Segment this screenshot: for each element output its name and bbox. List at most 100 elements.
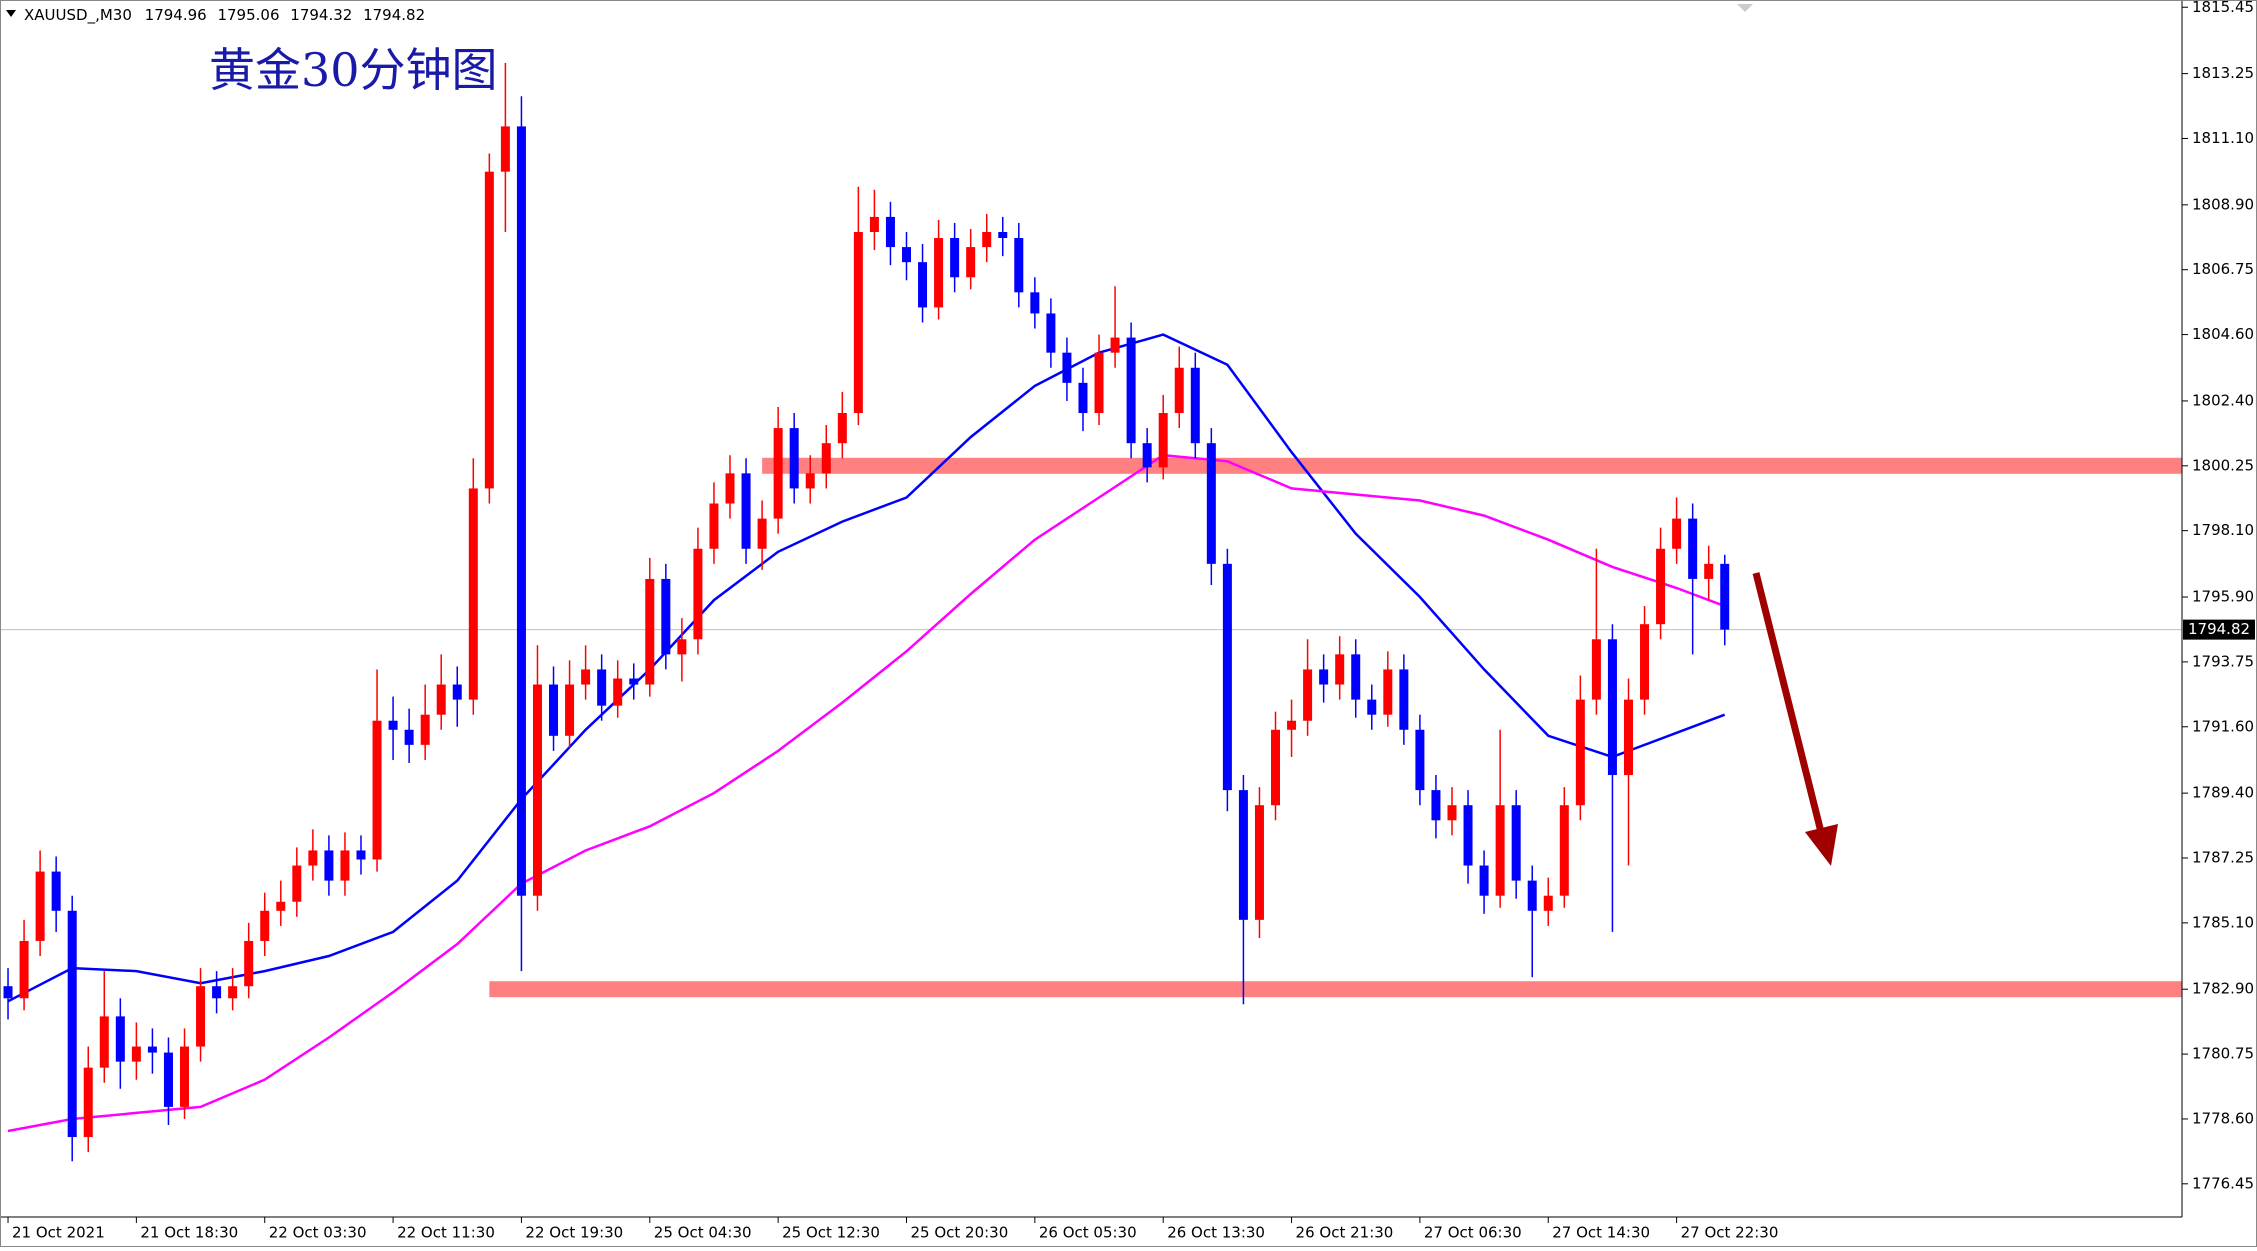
candle-body — [1367, 699, 1377, 715]
candle-body — [532, 684, 542, 896]
candle-body — [869, 216, 879, 232]
chart-title: 黄金30分钟图 — [209, 43, 498, 97]
candle-body — [1078, 382, 1088, 414]
candle-body — [1399, 669, 1409, 730]
candle-body — [99, 1016, 109, 1068]
candle-body — [308, 850, 318, 866]
candle-body — [276, 901, 286, 911]
candle-body — [661, 578, 671, 655]
y-tick-label: 1780.75 — [2192, 1045, 2254, 1063]
candle-body — [388, 720, 398, 730]
candle-body — [1495, 805, 1505, 896]
candle-body — [292, 865, 302, 902]
candle-body — [709, 503, 719, 549]
candle-body — [1094, 352, 1104, 414]
candle-body — [821, 443, 831, 474]
support-resistance-zone — [762, 457, 2182, 474]
y-tick-label: 1802.40 — [2192, 391, 2254, 409]
candle-body — [1110, 337, 1120, 353]
y-tick-label: 1793.75 — [2192, 652, 2254, 670]
y-tick-label: 1778.60 — [2192, 1109, 2254, 1127]
candle-body — [115, 1016, 125, 1062]
candle-body — [147, 1046, 157, 1053]
candle-body — [212, 986, 222, 999]
candle-body — [853, 231, 863, 414]
last-price-label: 1794.82 — [2188, 620, 2250, 638]
candle-body — [901, 247, 911, 263]
header: XAUUSD_,M30 1794.96 1795.06 1794.32 1794… — [24, 6, 425, 25]
x-tick-label: 25 Oct 20:30 — [910, 1224, 1008, 1242]
candle-body — [1688, 518, 1698, 579]
moving-average-line — [7, 333, 1726, 1003]
candle-body — [1591, 639, 1601, 700]
candle-body — [1335, 654, 1345, 685]
candle-body — [1527, 880, 1537, 911]
candle-body — [597, 669, 607, 706]
candle-body — [1174, 367, 1184, 414]
candle-body — [1383, 669, 1393, 715]
candle-body — [404, 729, 414, 745]
x-tick-label: 22 Oct 19:30 — [525, 1224, 623, 1242]
candle-body — [1672, 518, 1682, 549]
candle-body — [196, 986, 206, 1047]
candle-body — [228, 986, 238, 999]
candle-body — [950, 238, 960, 278]
candle-body — [51, 871, 61, 911]
y-tick-label: 1795.90 — [2192, 588, 2254, 606]
candle-body — [67, 910, 77, 1138]
candle-body — [1303, 669, 1313, 721]
arrow-shaft — [1752, 572, 1826, 837]
candle-body — [1543, 895, 1553, 911]
indicator-lines — [7, 333, 1726, 1133]
candle-body — [1511, 805, 1521, 881]
y-tick-label: 1813.25 — [2192, 64, 2254, 82]
candle-body — [244, 940, 254, 987]
candle-body — [163, 1052, 173, 1107]
x-tick-label: 22 Oct 03:30 — [269, 1224, 367, 1242]
header-low: 1794.32 — [290, 6, 352, 24]
candle-body — [1575, 699, 1585, 806]
x-tick-label: 21 Oct 2021 — [12, 1224, 105, 1242]
candle-body — [1431, 790, 1441, 821]
candle-body — [500, 126, 510, 172]
candle-body — [1640, 624, 1650, 700]
candle-body — [805, 473, 815, 489]
arrow-head — [1805, 824, 1838, 866]
candle-body — [1720, 563, 1730, 630]
header-high: 1795.06 — [217, 6, 279, 24]
candle-body — [1190, 367, 1200, 444]
y-tick-label: 1782.90 — [2192, 980, 2254, 998]
candle-body — [1158, 413, 1168, 468]
y-tick-label: 1789.40 — [2192, 784, 2254, 802]
candle-body — [773, 428, 783, 519]
candle-body — [757, 518, 767, 549]
candle-body — [19, 940, 29, 999]
y-tick-label: 1808.90 — [2192, 195, 2254, 213]
y-tick-label: 1776.45 — [2192, 1174, 2254, 1192]
candle-body — [565, 684, 575, 736]
y-tick-label: 1791.60 — [2192, 717, 2254, 735]
y-tick-label: 1811.10 — [2192, 129, 2254, 147]
candle-body — [581, 669, 591, 685]
y-tick-label: 1815.45 — [2192, 0, 2254, 16]
candle-body — [693, 548, 703, 640]
candle-body — [1046, 313, 1056, 353]
y-tick-label: 1806.75 — [2192, 260, 2254, 278]
candle-body — [1206, 443, 1216, 564]
candle-body — [741, 473, 751, 549]
candle-body — [1014, 238, 1024, 293]
candle-body — [484, 171, 494, 489]
candle-body — [1463, 805, 1473, 866]
last-price-box — [2183, 619, 2255, 640]
candle-body — [516, 126, 526, 896]
candle-body — [725, 473, 735, 504]
y-tick-label: 1798.10 — [2192, 521, 2254, 539]
candle-body — [1142, 443, 1152, 468]
x-tick-label: 26 Oct 13:30 — [1167, 1224, 1265, 1242]
x-tick-label: 25 Oct 12:30 — [782, 1224, 880, 1242]
candle-body — [1254, 805, 1264, 920]
candle-body — [918, 262, 928, 308]
